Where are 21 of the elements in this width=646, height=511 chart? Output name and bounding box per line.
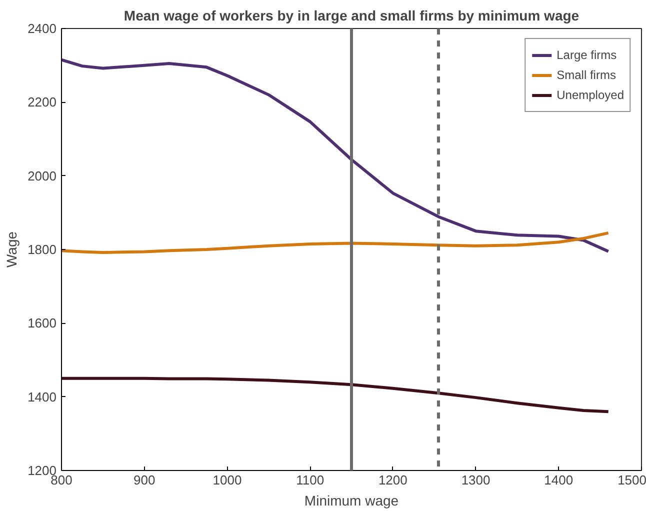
y-tick-label: 1600: [28, 316, 56, 331]
legend-label: Large firms: [556, 48, 617, 62]
line-series: [62, 376, 610, 414]
y-tick-label: 1400: [28, 389, 56, 404]
y-tick-label: 2400: [28, 21, 56, 36]
x-tick-label: 1200: [378, 472, 408, 488]
y-tick-label: 2200: [28, 94, 56, 110]
legend-label: Unemployed: [556, 88, 624, 102]
x-tick-label: 1300: [461, 472, 490, 488]
y-tick-label: 1800: [28, 242, 56, 257]
x-tick-label: 1100: [296, 472, 324, 488]
chart-title: Mean wage of workers by in large and small firms by minimum wage: [124, 8, 580, 24]
y-tick-label: 2000: [28, 168, 56, 184]
x-tick-label: 1000: [212, 472, 242, 488]
y-axis-title: Wage: [4, 231, 20, 268]
line-series: [62, 231, 610, 254]
x-axis-title: Minimum wage: [304, 492, 399, 508]
legend-label: Small firms: [556, 68, 616, 82]
x-tick-label: 1500: [618, 472, 646, 488]
x-tick-label: 900: [134, 472, 156, 488]
x-tick-label: 1400: [544, 472, 574, 488]
